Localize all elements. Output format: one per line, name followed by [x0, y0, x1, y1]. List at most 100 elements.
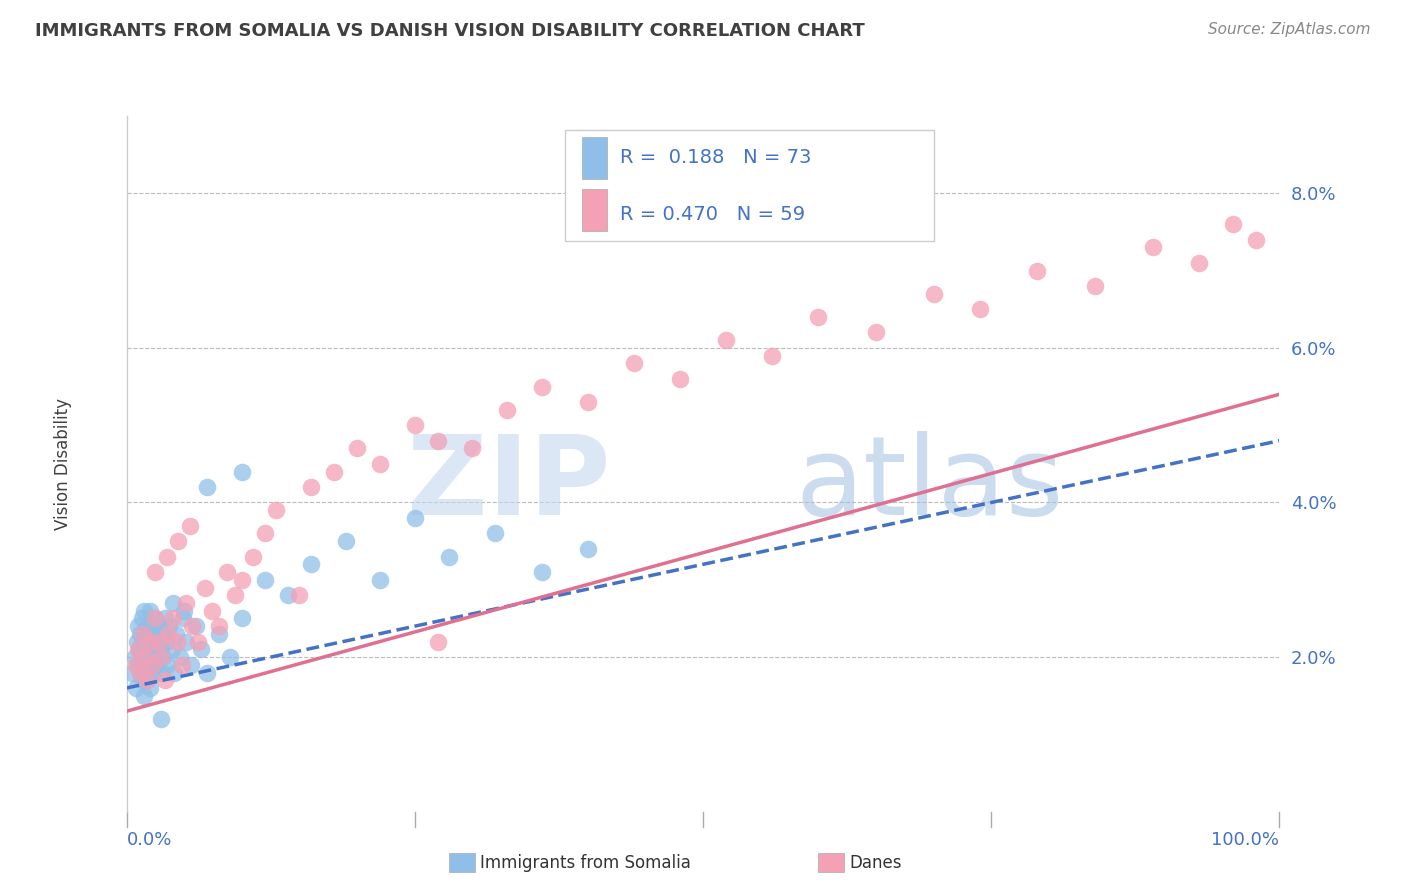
Point: [253, 573, 276, 587]
Text: 100.0%: 100.0%: [1212, 831, 1279, 849]
Point: [299, 558, 322, 572]
Point: [131, 611, 153, 625]
Point: [153, 611, 176, 625]
Point: [138, 634, 160, 648]
Point: [139, 634, 162, 648]
Point: [148, 634, 170, 648]
Point: [145, 611, 166, 625]
Point: [138, 681, 160, 695]
Point: [138, 604, 160, 618]
Point: [184, 619, 207, 633]
Point: [208, 619, 231, 633]
Point: [132, 604, 155, 618]
Point: [201, 604, 224, 618]
Point: [242, 549, 264, 564]
Point: [125, 634, 148, 648]
Point: [157, 627, 180, 641]
Point: [145, 611, 166, 625]
Point: [181, 619, 204, 633]
Point: [155, 634, 177, 648]
Point: [169, 650, 191, 665]
Point: [157, 619, 180, 633]
Point: [170, 657, 193, 672]
Point: [368, 573, 391, 587]
Point: [1188, 256, 1211, 270]
Point: [129, 665, 152, 680]
Point: [136, 619, 159, 633]
Point: [195, 665, 218, 680]
Point: [145, 634, 167, 648]
Text: 0.0%: 0.0%: [127, 831, 172, 849]
Point: [172, 611, 194, 625]
Point: [669, 372, 692, 386]
Point: [134, 642, 156, 657]
Text: R =  0.188   N = 73: R = 0.188 N = 73: [620, 148, 811, 167]
Point: [127, 642, 149, 657]
Point: [323, 465, 346, 479]
Point: [461, 442, 484, 456]
Point: [143, 627, 166, 641]
Point: [335, 534, 357, 549]
Point: [1084, 279, 1107, 293]
Point: [160, 642, 183, 657]
Point: [125, 681, 148, 695]
Text: Source: ZipAtlas.com: Source: ZipAtlas.com: [1208, 22, 1371, 37]
Point: [714, 333, 737, 347]
Point: [530, 379, 553, 393]
Point: [149, 642, 172, 657]
Point: [141, 657, 163, 672]
Point: [139, 657, 162, 672]
Text: IMMIGRANTS FROM SOMALIA VS DANISH VISION DISABILITY CORRELATION CHART: IMMIGRANTS FROM SOMALIA VS DANISH VISION…: [35, 22, 865, 40]
Point: [426, 634, 449, 648]
Point: [299, 480, 322, 494]
Point: [128, 642, 150, 657]
Point: [195, 480, 218, 494]
Point: [138, 657, 160, 672]
Point: [253, 526, 276, 541]
Point: [131, 650, 153, 665]
Point: [346, 442, 368, 456]
Point: [142, 665, 165, 680]
Point: [138, 642, 160, 657]
Point: [162, 596, 184, 610]
Point: [761, 349, 783, 363]
Point: [145, 565, 166, 579]
Point: [215, 565, 238, 579]
Point: [231, 573, 253, 587]
Point: [162, 611, 184, 625]
Point: [131, 673, 153, 688]
Text: Danes: Danes: [849, 854, 901, 871]
Point: [167, 534, 190, 549]
Point: [166, 634, 188, 648]
Point: [125, 657, 148, 672]
Point: [1026, 263, 1049, 277]
Point: [165, 627, 187, 641]
Point: [865, 326, 887, 340]
Point: [404, 418, 426, 433]
Point: [131, 634, 153, 648]
Point: [179, 518, 201, 533]
Point: [180, 657, 202, 672]
Point: [1222, 217, 1244, 231]
Point: [439, 549, 461, 564]
Point: [163, 665, 186, 680]
Point: [127, 657, 149, 672]
Point: [135, 650, 157, 665]
Point: [224, 588, 246, 602]
Point: [129, 627, 152, 641]
Point: [141, 642, 163, 657]
Point: [404, 511, 426, 525]
Text: ZIP: ZIP: [408, 431, 610, 538]
Point: [129, 665, 152, 680]
Point: [124, 650, 146, 665]
Point: [599, 170, 621, 185]
Point: [426, 434, 449, 448]
Point: [576, 541, 599, 556]
Point: [277, 588, 299, 602]
Point: [150, 627, 173, 641]
Point: [156, 657, 179, 672]
Point: [208, 627, 231, 641]
Point: [266, 503, 288, 517]
Point: [623, 356, 645, 370]
Point: [576, 395, 599, 409]
